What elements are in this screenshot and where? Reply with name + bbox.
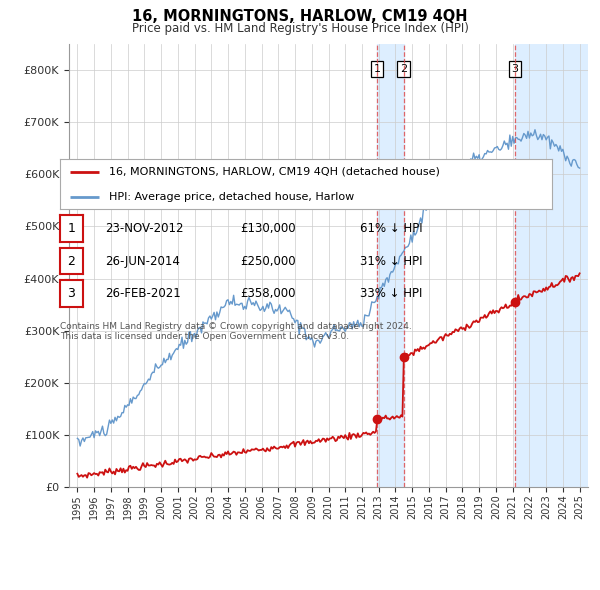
Text: 3: 3 [67, 287, 76, 300]
Text: 23-NOV-2012: 23-NOV-2012 [105, 222, 184, 235]
Text: HPI: Average price, detached house, Harlow: HPI: Average price, detached house, Harl… [109, 192, 355, 202]
Text: £358,000: £358,000 [240, 287, 296, 300]
Text: 1: 1 [67, 222, 76, 235]
Bar [377, 44, 404, 487]
Text: 26-FEB-2021: 26-FEB-2021 [105, 287, 181, 300]
Text: 16, MORNINGTONS, HARLOW, CM19 4QH (detached house): 16, MORNINGTONS, HARLOW, CM19 4QH (detac… [109, 167, 440, 177]
Text: 3: 3 [512, 64, 518, 74]
Text: 31% ↓ HPI: 31% ↓ HPI [360, 254, 422, 268]
Text: 61% ↓ HPI: 61% ↓ HPI [360, 222, 422, 235]
Text: 1: 1 [374, 64, 380, 74]
Text: 26-JUN-2014: 26-JUN-2014 [105, 254, 180, 268]
Text: Contains HM Land Registry data © Crown copyright and database right 2024.
This d: Contains HM Land Registry data © Crown c… [60, 322, 412, 341]
Text: Price paid vs. HM Land Registry's House Price Index (HPI): Price paid vs. HM Land Registry's House … [131, 22, 469, 35]
Text: 2: 2 [67, 254, 76, 268]
Text: 2: 2 [400, 64, 407, 74]
Text: £130,000: £130,000 [240, 222, 296, 235]
Text: 33% ↓ HPI: 33% ↓ HPI [360, 287, 422, 300]
Bar [515, 44, 588, 487]
Text: £250,000: £250,000 [240, 254, 296, 268]
Text: 16, MORNINGTONS, HARLOW, CM19 4QH: 16, MORNINGTONS, HARLOW, CM19 4QH [132, 9, 468, 24]
